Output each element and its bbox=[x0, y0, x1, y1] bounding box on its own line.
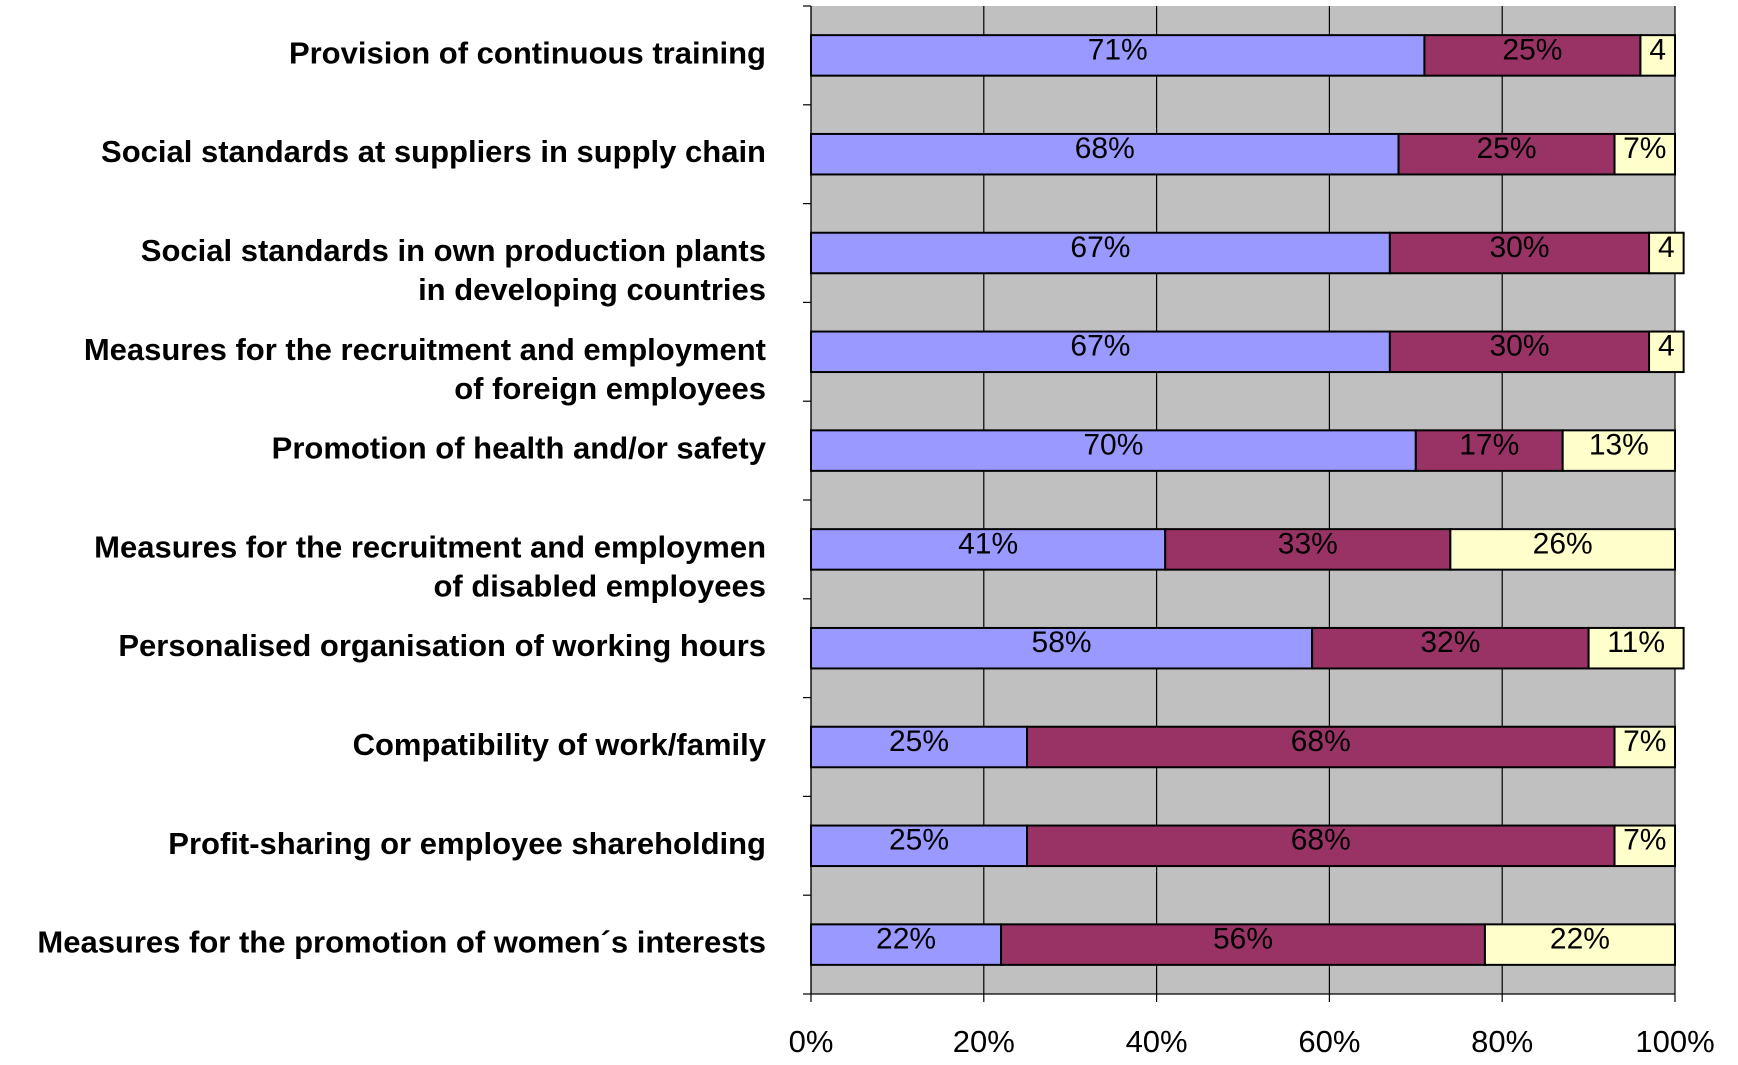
x-tick-label: 20% bbox=[953, 1024, 1015, 1059]
data-label: 22% bbox=[1550, 923, 1610, 956]
bar-segment bbox=[810, 528, 1167, 571]
data-label: 26% bbox=[1533, 527, 1593, 560]
bar-segment bbox=[1164, 528, 1452, 571]
data-label: 7% bbox=[1623, 132, 1666, 165]
label-line: of foreign employees bbox=[454, 371, 766, 406]
data-label: 22% bbox=[876, 923, 936, 956]
data-label: 4 bbox=[1658, 231, 1675, 264]
bar-segment bbox=[810, 34, 1426, 77]
data-label: 25% bbox=[1502, 33, 1562, 66]
bar-segment bbox=[1561, 429, 1677, 472]
data-label: 68% bbox=[1291, 824, 1351, 857]
data-label: 68% bbox=[1291, 725, 1351, 758]
bar-segment bbox=[1000, 923, 1486, 966]
bar-segment bbox=[1414, 429, 1564, 472]
y-tick-label: Social standards in own production plant… bbox=[141, 233, 766, 307]
label-line: of disabled employees bbox=[434, 569, 767, 604]
y-tick-label: Compatibility of work/family bbox=[353, 727, 767, 762]
data-label: 13% bbox=[1589, 429, 1649, 462]
label-line: Social standards in own production plant… bbox=[141, 233, 766, 268]
label-line: Provision of continuous training bbox=[289, 36, 766, 71]
label-line: in developing countries bbox=[418, 272, 766, 307]
y-tick-label: Measures for the recruitment and employm… bbox=[94, 530, 766, 604]
label-line: Measures for the recruitment and employm… bbox=[84, 332, 766, 367]
x-tick-label: 0% bbox=[789, 1024, 834, 1059]
data-label: 7% bbox=[1623, 824, 1666, 857]
bar-segment bbox=[810, 132, 1400, 176]
bar-segment bbox=[1648, 330, 1685, 374]
label-line: Measures for the recruitment and employm… bbox=[94, 530, 766, 565]
y-tick-label: Profit-sharing or employee shareholding bbox=[168, 826, 766, 861]
bar-segment bbox=[810, 824, 1028, 868]
y-tick-label: Personalised organisation of working hou… bbox=[118, 628, 766, 663]
y-tick-label: Measures for the promotion of women´s in… bbox=[37, 925, 766, 960]
data-label: 68% bbox=[1075, 132, 1135, 165]
data-label: 30% bbox=[1489, 231, 1549, 264]
data-label: 11% bbox=[1607, 626, 1665, 659]
label-line: Measures for the promotion of women´s in… bbox=[37, 925, 766, 960]
label-line: Promotion of health and/or safety bbox=[272, 431, 767, 466]
bar-segment bbox=[1449, 528, 1676, 571]
data-label: 32% bbox=[1420, 626, 1480, 659]
data-label: 25% bbox=[889, 824, 949, 857]
data-label: 41% bbox=[958, 527, 1018, 560]
data-label: 4 bbox=[1649, 33, 1666, 66]
data-label: 67% bbox=[1070, 231, 1130, 264]
bar-segment bbox=[1587, 626, 1685, 670]
bar-segment bbox=[1026, 824, 1616, 868]
bar-segment bbox=[1613, 132, 1677, 176]
data-label: 70% bbox=[1083, 429, 1143, 462]
data-label: 25% bbox=[889, 725, 949, 758]
data-label: 25% bbox=[1476, 132, 1536, 165]
x-tick-label: 40% bbox=[1126, 1024, 1188, 1059]
y-tick-label: Provision of continuous training bbox=[289, 36, 766, 71]
x-tick-label: 100% bbox=[1635, 1024, 1714, 1059]
data-label: 56% bbox=[1213, 923, 1273, 956]
label-line: Personalised organisation of working hou… bbox=[118, 628, 766, 663]
data-label: 17% bbox=[1459, 429, 1519, 462]
data-label: 58% bbox=[1032, 626, 1092, 659]
x-tick-label: 60% bbox=[1298, 1024, 1360, 1059]
data-label: 67% bbox=[1070, 330, 1130, 363]
bar-segment bbox=[1639, 34, 1676, 77]
data-label: 4 bbox=[1658, 330, 1675, 363]
bar-segment bbox=[1397, 132, 1616, 176]
y-tick-label: Promotion of health and/or safety bbox=[272, 431, 767, 466]
bar-segment bbox=[1483, 923, 1677, 966]
data-label: 33% bbox=[1278, 527, 1338, 560]
x-tick-label: 80% bbox=[1471, 1024, 1533, 1059]
bar-segment bbox=[1613, 824, 1677, 868]
data-label: 71% bbox=[1088, 33, 1148, 66]
label-line: Compatibility of work/family bbox=[353, 727, 767, 762]
label-line: Social standards at suppliers in supply … bbox=[101, 134, 766, 169]
label-line: Profit-sharing or employee shareholding bbox=[168, 826, 766, 861]
bar-segment bbox=[810, 330, 1391, 374]
bar-segment bbox=[1613, 725, 1677, 769]
bar-segment bbox=[1648, 231, 1685, 275]
data-label: 30% bbox=[1489, 330, 1549, 363]
bar-segment bbox=[1388, 330, 1651, 374]
bar-segment bbox=[1423, 34, 1642, 77]
y-tick-label: Social standards at suppliers in supply … bbox=[101, 134, 766, 169]
data-label: 7% bbox=[1623, 725, 1666, 758]
bar-segment bbox=[1388, 231, 1651, 275]
bar-segment bbox=[1311, 626, 1590, 670]
y-tick-label: Measures for the recruitment and employm… bbox=[84, 332, 766, 406]
